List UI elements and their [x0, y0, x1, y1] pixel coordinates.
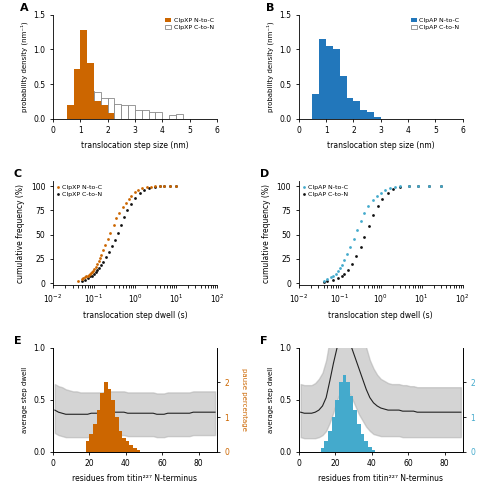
Bar: [90, 435, 93, 452]
Legend: ClpAP N-to-C, ClpAP C-to-N: ClpAP N-to-C, ClpAP C-to-N: [302, 184, 348, 197]
Bar: [148, 112, 155, 119]
Y-axis label: probability density (nm⁻¹): probability density (nm⁻¹): [20, 22, 27, 112]
Text: D: D: [259, 169, 269, 179]
Bar: [115, 417, 119, 452]
Bar: [155, 112, 162, 119]
Bar: [333, 87, 340, 119]
Legend: ClpXP N-to-C, ClpXP C-to-N: ClpXP N-to-C, ClpXP C-to-N: [165, 18, 214, 30]
Bar: [73, 99, 80, 119]
Bar: [176, 114, 183, 119]
Bar: [107, 98, 114, 119]
Bar: [319, 39, 326, 119]
X-axis label: translocation step size (nm): translocation step size (nm): [81, 141, 189, 150]
Bar: [364, 441, 368, 452]
Bar: [80, 30, 87, 119]
Bar: [372, 450, 375, 452]
Y-axis label: pause percentage: pause percentage: [241, 368, 246, 431]
Bar: [333, 50, 340, 119]
Bar: [326, 46, 333, 119]
Bar: [100, 393, 104, 452]
Bar: [343, 376, 346, 452]
Bar: [340, 76, 347, 119]
Bar: [346, 382, 350, 452]
Bar: [135, 110, 142, 119]
Bar: [137, 450, 140, 452]
Bar: [86, 441, 90, 452]
Bar: [368, 446, 372, 452]
Bar: [107, 113, 114, 119]
Bar: [357, 424, 361, 452]
Text: A: A: [20, 2, 29, 13]
Bar: [360, 110, 367, 119]
Bar: [133, 448, 137, 452]
Bar: [73, 69, 80, 119]
X-axis label: translocation step dwell (s): translocation step dwell (s): [82, 311, 187, 320]
Bar: [324, 441, 328, 452]
Bar: [94, 102, 101, 119]
Legend: ClpAP N-to-C, ClpAP C-to-N: ClpAP N-to-C, ClpAP C-to-N: [411, 18, 460, 30]
Bar: [353, 410, 357, 452]
Bar: [107, 389, 111, 452]
Text: E: E: [13, 335, 21, 346]
Bar: [347, 98, 353, 119]
Bar: [319, 58, 326, 119]
Bar: [126, 441, 130, 452]
Bar: [353, 102, 360, 119]
Bar: [87, 91, 94, 119]
Bar: [312, 94, 319, 119]
Bar: [119, 431, 122, 452]
Bar: [367, 112, 374, 119]
Bar: [121, 105, 128, 119]
Bar: [80, 96, 87, 119]
Bar: [101, 105, 107, 119]
Bar: [67, 110, 73, 119]
Bar: [104, 382, 107, 452]
Y-axis label: average step dwell: average step dwell: [22, 367, 27, 433]
X-axis label: translocation step dwell (s): translocation step dwell (s): [328, 311, 433, 320]
Y-axis label: probability density (nm⁻¹): probability density (nm⁻¹): [266, 22, 273, 112]
Bar: [335, 400, 339, 452]
Bar: [101, 98, 107, 119]
Bar: [93, 424, 97, 452]
Bar: [130, 445, 133, 452]
Bar: [97, 410, 100, 452]
Bar: [67, 105, 73, 119]
Y-axis label: average step dwell: average step dwell: [268, 367, 273, 433]
Bar: [361, 435, 364, 452]
Y-axis label: cumulative frequency (%): cumulative frequency (%): [262, 184, 271, 283]
X-axis label: residues from titin²²⁷ N-terminus: residues from titin²²⁷ N-terminus: [72, 474, 198, 483]
Bar: [321, 448, 324, 452]
Bar: [122, 438, 126, 452]
Bar: [128, 105, 135, 119]
Text: B: B: [266, 2, 274, 13]
Bar: [94, 92, 101, 119]
Text: C: C: [13, 169, 22, 179]
Bar: [350, 396, 353, 452]
Y-axis label: cumulative frequency (%): cumulative frequency (%): [16, 184, 26, 283]
X-axis label: residues from titin²²⁷ N-terminus: residues from titin²²⁷ N-terminus: [318, 474, 443, 483]
Bar: [87, 63, 94, 119]
X-axis label: translocation step size (nm): translocation step size (nm): [327, 141, 435, 150]
Bar: [312, 94, 319, 119]
Legend: ClpXP N-to-C, ClpXP C-to-N: ClpXP N-to-C, ClpXP C-to-N: [56, 184, 102, 197]
Bar: [374, 117, 381, 119]
Bar: [115, 104, 121, 119]
Bar: [142, 110, 148, 119]
Bar: [169, 114, 176, 119]
Bar: [328, 431, 332, 452]
Text: F: F: [259, 335, 267, 346]
Bar: [339, 382, 343, 452]
Bar: [332, 417, 335, 452]
Bar: [111, 400, 115, 452]
